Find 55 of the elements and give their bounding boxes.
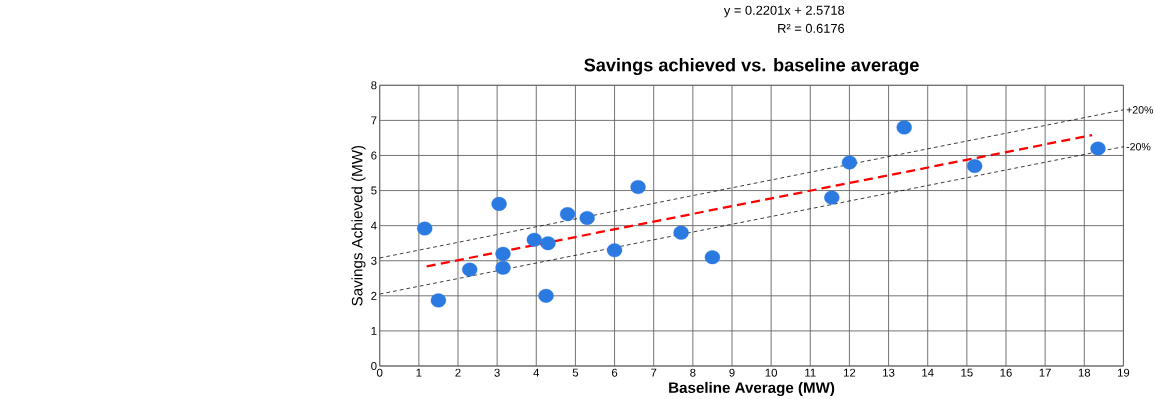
x-tick-label: 3: [494, 368, 500, 377]
x-tick-label: 4: [533, 368, 540, 377]
x-tick-label: 8: [690, 368, 696, 377]
x-tick-label: 17: [1039, 368, 1051, 377]
y-tick-label: 4: [370, 221, 377, 230]
point: [495, 261, 511, 275]
text: R² = 0.6176: [778, 24, 845, 34]
point: [606, 243, 623, 258]
point: [630, 180, 646, 195]
x-tick-label: 13: [883, 368, 895, 377]
series-label: -20%: [1126, 143, 1151, 151]
point: [417, 221, 433, 236]
point: [841, 155, 858, 170]
y-tick-label: 0: [371, 362, 377, 371]
series-label: +20%: [1126, 106, 1154, 114]
point: [491, 197, 507, 212]
point: [495, 246, 511, 261]
point: [704, 250, 721, 265]
point: [559, 207, 576, 222]
point: [538, 289, 554, 303]
y-tick-label: 5: [371, 186, 377, 195]
point: [579, 211, 595, 226]
x-tick-label: 11: [805, 368, 816, 377]
point: [967, 159, 983, 174]
y-axis-title: Savings Achieved (MW): [351, 146, 366, 306]
point: [896, 120, 912, 135]
x-axis-title: Baseline Average (MW): [669, 382, 835, 397]
point: [462, 262, 478, 277]
x-tick-label: 1: [416, 368, 422, 377]
y-tick-label: 6: [371, 151, 377, 160]
text: y = 0.2201x + 2.5718: [723, 5, 845, 18]
point: [540, 236, 556, 251]
y-tick-label: 8: [371, 81, 377, 90]
x-tick-label: 6: [611, 368, 618, 377]
x-tick-label: 5: [572, 368, 579, 377]
chart-title: Savings achieved vs. baseline average: [584, 58, 919, 76]
x-tick-label: 9: [729, 368, 735, 377]
y-tick-label: 3: [371, 256, 377, 265]
point: [673, 225, 689, 240]
x-tick-label: 2: [455, 368, 461, 377]
point: [824, 190, 840, 205]
x-tick-label: 19: [1117, 368, 1130, 377]
x-tick-label: 15: [961, 368, 973, 377]
point: [430, 293, 447, 308]
y-tick-label: 2: [371, 292, 377, 300]
y-tick-label: 7: [371, 116, 377, 125]
y-tick-label: 1: [371, 327, 377, 336]
x-tick-label: 14: [922, 368, 934, 377]
x-tick-label: 10: [765, 368, 777, 377]
x-tick-label: 12: [843, 368, 856, 377]
point: [526, 232, 542, 247]
x-tick-label: 7: [651, 368, 657, 377]
x-tick-label: 16: [1000, 368, 1012, 377]
x-tick-label: 18: [1078, 368, 1091, 377]
point: [1090, 141, 1106, 156]
